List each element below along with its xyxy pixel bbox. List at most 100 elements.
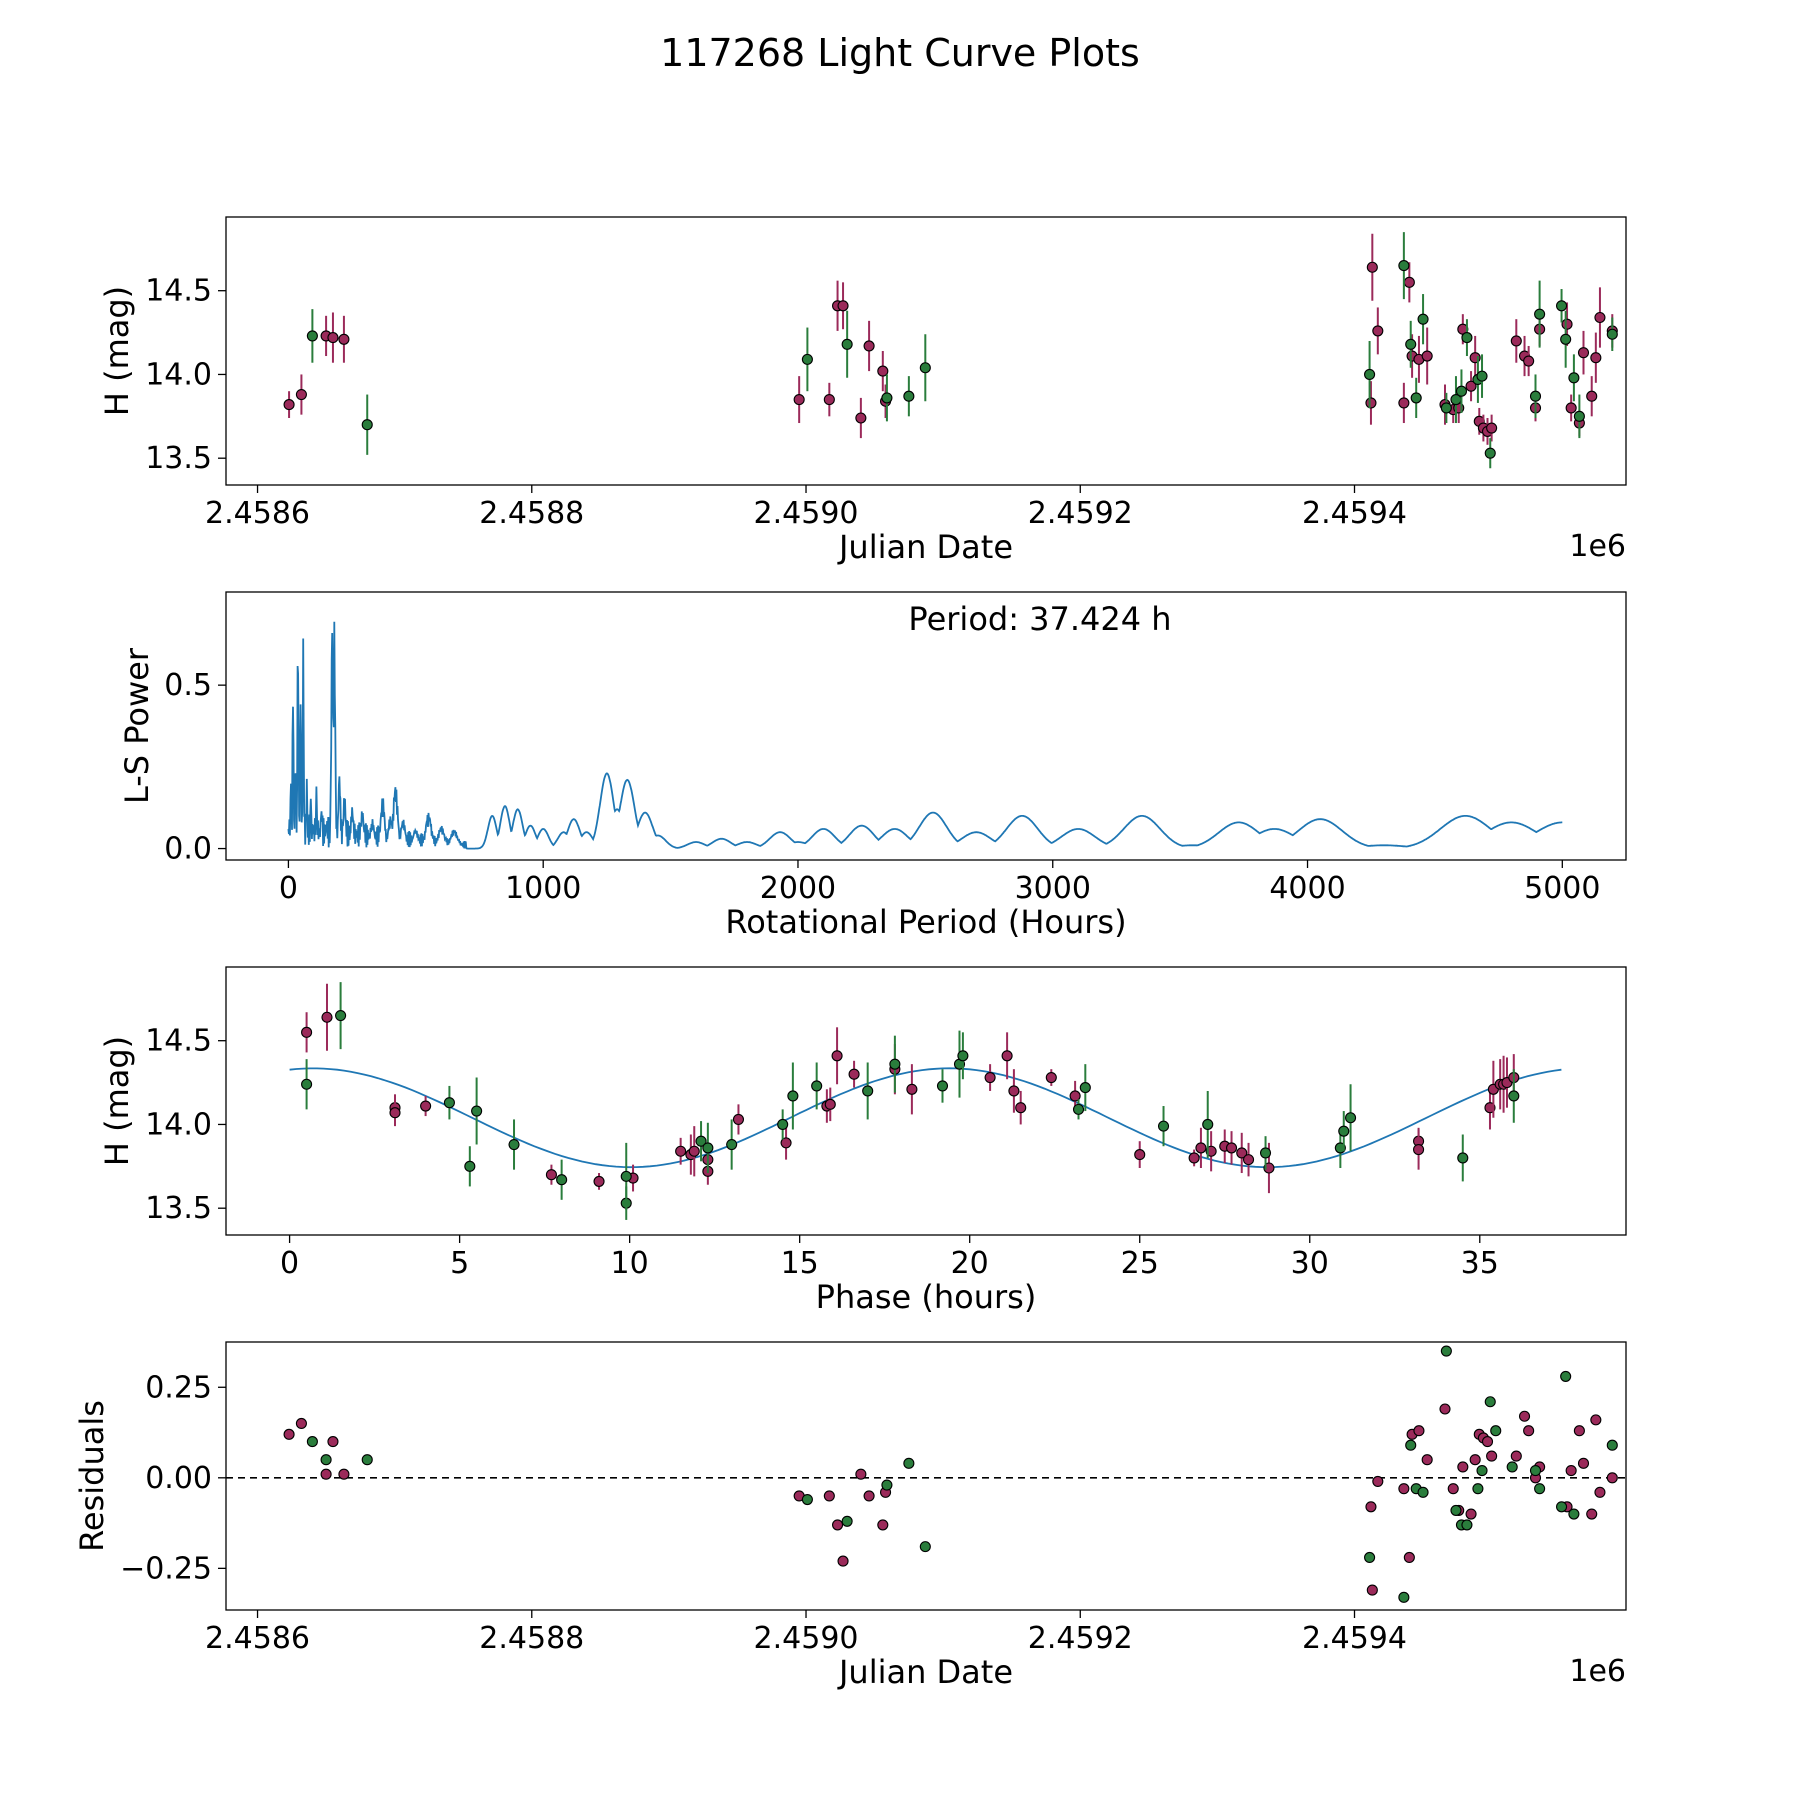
data-point [1195,1142,1207,1154]
data-point [811,1080,823,1092]
data-point [1523,355,1535,367]
data-point [545,1169,557,1181]
data-point [823,394,835,406]
phase-fold-xtick-label: 0 [280,1246,299,1281]
phase-fold-ytick-label: 13.5 [145,1191,212,1226]
light-curve-ytick-label: 14.5 [145,274,212,309]
light-curve-xtick-label: 2.4588 [479,496,584,531]
residuals-ytick-label: 0.00 [145,1461,212,1496]
data-point [903,1457,915,1469]
data-point [1365,1501,1377,1513]
data-point [777,1118,789,1130]
data-point [1069,1090,1081,1102]
data-point [877,1519,889,1531]
data-point [841,338,853,350]
data-point [793,394,805,406]
data-point [837,300,849,312]
light-curve-frame [225,216,1627,486]
data-point [801,353,813,365]
data-point [1465,380,1477,392]
data-point [443,1097,455,1109]
period-annotation: Period: 37.424 h [908,600,1171,638]
data-point [464,1160,476,1172]
data-point [1529,390,1542,402]
residuals-xtick-label: 2.4594 [1302,1621,1407,1656]
phase-fold-panel: 0 5 10 15 20 25 30 35 13.5 14.0 14.5 Phase (hours)… [98,966,1627,1316]
periodogram-xtick-label: 5000 [1524,871,1600,906]
data-point [1472,1483,1484,1495]
periodogram-ytick-label: 0.0 [164,832,212,867]
data-point [936,1080,949,1092]
data-point [1405,1439,1417,1451]
data-point [1001,1050,1013,1062]
data-point [1486,422,1498,434]
data-point [832,1519,844,1531]
residuals-frame [225,1341,1627,1611]
data-point [327,332,339,344]
data-point [1556,1501,1568,1513]
data-point [1506,1461,1518,1473]
data-point [889,1058,901,1070]
residuals-xtick-label: 2.4590 [754,1621,859,1656]
data-point [1565,1465,1577,1477]
data-point [1481,1436,1494,1448]
data-point [1236,1147,1248,1159]
light-curve-xtick-label: 2.4592 [1028,496,1133,531]
data-point [1417,313,1429,325]
data-point [556,1174,568,1186]
data-point [1225,1142,1238,1154]
data-point [1508,1090,1520,1102]
data-point [508,1139,520,1151]
data-point [1421,1454,1433,1466]
light-curve-ylabel: H (mag) [98,286,136,416]
data-point [1594,1486,1606,1498]
periodogram-xtick-label: 1000 [505,871,581,906]
data-point [957,1050,969,1062]
data-point [780,1137,792,1149]
data-point [1366,261,1378,273]
data-point [787,1090,799,1102]
data-point [1573,1425,1585,1437]
data-point [1561,318,1573,330]
data-point [306,330,318,342]
periodogram-ylabel: L-S Power [118,647,156,804]
data-point [1364,368,1376,381]
data-point [283,399,295,411]
data-point [1413,1425,1425,1437]
data-point [320,1468,332,1480]
data-point [855,1468,867,1480]
data-point [1455,385,1468,397]
light-curve-ytick-label: 14.0 [145,357,212,392]
data-point [1484,447,1496,459]
data-point [1476,1465,1488,1477]
residuals-series-filter-b [306,1345,1618,1603]
data-point [1534,308,1546,320]
data-point [1398,1591,1410,1603]
data-point [823,1490,835,1502]
residuals-ytick-label: 0.25 [145,1370,212,1405]
periodogram-xtick-label: 2000 [760,871,836,906]
data-point [306,1436,318,1448]
data-point [1079,1082,1091,1094]
data-point [732,1113,745,1125]
data-point [1345,1112,1357,1124]
phase-fold-ytick-label: 14.0 [145,1107,212,1142]
data-point [1157,1120,1170,1132]
phase-fold-xtick-label: 35 [1461,1246,1499,1281]
residuals-panel: 2.4586 2.4588 2.4590 2.4592 2.4594 −0.25 0.00 0… [73,1341,1627,1691]
data-point [1134,1149,1146,1161]
phase-fold-xtick-label: 25 [1121,1246,1159,1281]
data-point [1484,1396,1496,1408]
data-point [1072,1103,1085,1115]
data-point [1523,1425,1535,1437]
data-point [906,1083,918,1095]
phase-fold-ylabel: H (mag) [98,1036,136,1166]
data-point [1476,370,1488,382]
data-point [301,1078,313,1090]
residuals-xtick-label: 2.4588 [479,1621,584,1656]
light-curve-plot-area: 2.4586 2.4588 2.4590 2.4592 2.4594 13.5 14.0 14… [145,216,1627,531]
data-point [1045,1072,1057,1084]
data-point [855,412,867,424]
periodogram-panel: 0 1000 2000 3000 4000 5000 0.0 0.5 Rotational P… [118,591,1627,941]
